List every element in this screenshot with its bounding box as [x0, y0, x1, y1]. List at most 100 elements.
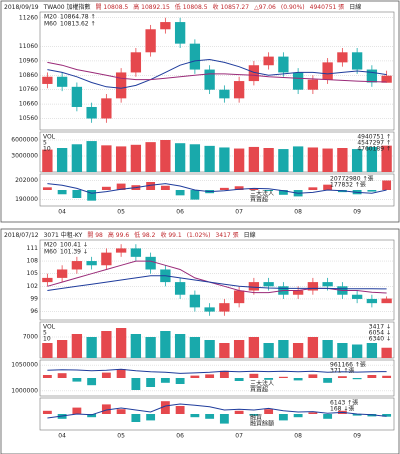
legend-name: M20 — [44, 14, 57, 21]
candle-body — [101, 98, 112, 119]
volume-bar — [42, 149, 53, 172]
flow-bar — [367, 375, 377, 378]
x-tick-label: 08 — [294, 433, 302, 440]
header-item: 開 10808.5 — [96, 4, 129, 11]
legend-value: 100.41 ↓ — [60, 242, 88, 249]
candle-body — [145, 256, 156, 270]
flow-bar — [293, 414, 303, 418]
x-tick-label: 06 — [176, 433, 184, 440]
flow-bar — [249, 414, 259, 416]
header-item: 低 98.2 — [134, 231, 155, 239]
flow-bar — [352, 414, 362, 416]
flow-bar — [234, 186, 244, 190]
flow-bar — [234, 410, 244, 414]
x-tick-label: 07 — [235, 433, 243, 440]
candle-body — [307, 79, 319, 90]
candle-body — [115, 72, 127, 99]
legend-value: 10813.62 ↑ — [60, 21, 96, 28]
header-item: 2018/09/19 — [4, 4, 39, 11]
candle-body — [204, 69, 215, 90]
candle-body — [71, 261, 83, 270]
flow-bar — [219, 187, 229, 190]
candle-body — [42, 76, 53, 84]
volume-bar — [115, 328, 127, 358]
flow-bar — [146, 182, 156, 190]
header-item: 日線 — [244, 231, 256, 239]
candle-body — [174, 282, 186, 295]
candle-body — [189, 43, 201, 70]
candle-body — [292, 290, 304, 295]
flow-bar — [323, 378, 333, 383]
header-item: 高 10892.15 — [133, 3, 170, 11]
legend-value: 4940751 ↑ — [357, 134, 391, 141]
candle-body — [189, 294, 201, 308]
flow-bar — [382, 414, 392, 417]
flow-bar — [42, 187, 52, 190]
flow-bar — [264, 409, 274, 414]
candle-body — [248, 282, 260, 291]
volume-bar — [233, 148, 245, 172]
candle-body — [101, 252, 112, 266]
flow-bar — [308, 187, 318, 190]
volume-bar — [204, 145, 215, 172]
volume-bar — [160, 331, 171, 358]
x-tick-label: 04 — [58, 433, 66, 440]
legend-name: 融資 — [250, 414, 262, 422]
candle-body — [56, 269, 68, 278]
flow-bar — [72, 407, 82, 414]
candle-body — [322, 62, 333, 80]
volume-bar — [219, 147, 230, 172]
x-tick-label: 04 — [58, 209, 66, 216]
legend-name: 三大法人 — [250, 190, 274, 198]
y-tick-label: 10960 — [19, 57, 38, 64]
legend-value: 371 ↑張 — [330, 368, 354, 375]
flow-bar — [72, 378, 82, 382]
y-tick-label: 6000000 — [11, 137, 38, 144]
flow-bar — [190, 375, 200, 378]
flow-line — [47, 368, 387, 374]
flow-bar — [278, 190, 288, 195]
volume-bar — [263, 148, 274, 172]
flow-bar — [87, 190, 97, 201]
volume-bar — [71, 144, 83, 172]
volume-bar — [204, 340, 215, 358]
volume-bar — [145, 337, 156, 358]
volume-bar — [42, 343, 53, 358]
flow-bar — [131, 378, 141, 390]
volume-bar — [189, 144, 201, 172]
candle-body — [56, 76, 68, 87]
flow-bar — [205, 374, 215, 378]
volume-bar — [71, 334, 83, 358]
flow-bar — [219, 414, 229, 424]
candle-body — [263, 282, 274, 287]
y-tick-label: 10660 — [19, 101, 38, 108]
y-tick-label: 10760 — [19, 86, 38, 93]
header-item: 4940751 張 — [310, 4, 345, 11]
volume-bar — [248, 337, 260, 358]
volume-bar — [381, 347, 392, 358]
legend-name: 5 — [43, 140, 47, 147]
volume-bar — [292, 343, 304, 358]
ma-line — [47, 58, 387, 89]
y-tick-label: 105 — [27, 270, 39, 277]
legend-value: 961166 ↑張 — [330, 362, 366, 369]
candle-body — [71, 86, 83, 107]
volume-bar — [337, 148, 348, 172]
volume-bar — [337, 343, 348, 358]
flow-bar — [116, 409, 126, 414]
candle-body — [86, 261, 97, 266]
legend-name: 10 — [43, 336, 51, 343]
flow-bar — [160, 185, 170, 190]
flow-bar — [323, 414, 333, 419]
y-tick-label: 11060 — [19, 43, 38, 50]
legend-value: 177832 ↑張 — [330, 182, 366, 189]
flow-bar — [293, 378, 303, 381]
volume-bar — [160, 140, 171, 172]
candle-body — [351, 294, 363, 299]
candle-body — [160, 22, 171, 30]
header-item: TWA00 加權指數 — [43, 3, 91, 11]
header-item: 收 10857.27 — [213, 3, 250, 11]
legend-name: VOL — [43, 324, 56, 331]
flow-bar — [278, 376, 288, 378]
flow-bar — [205, 414, 215, 419]
